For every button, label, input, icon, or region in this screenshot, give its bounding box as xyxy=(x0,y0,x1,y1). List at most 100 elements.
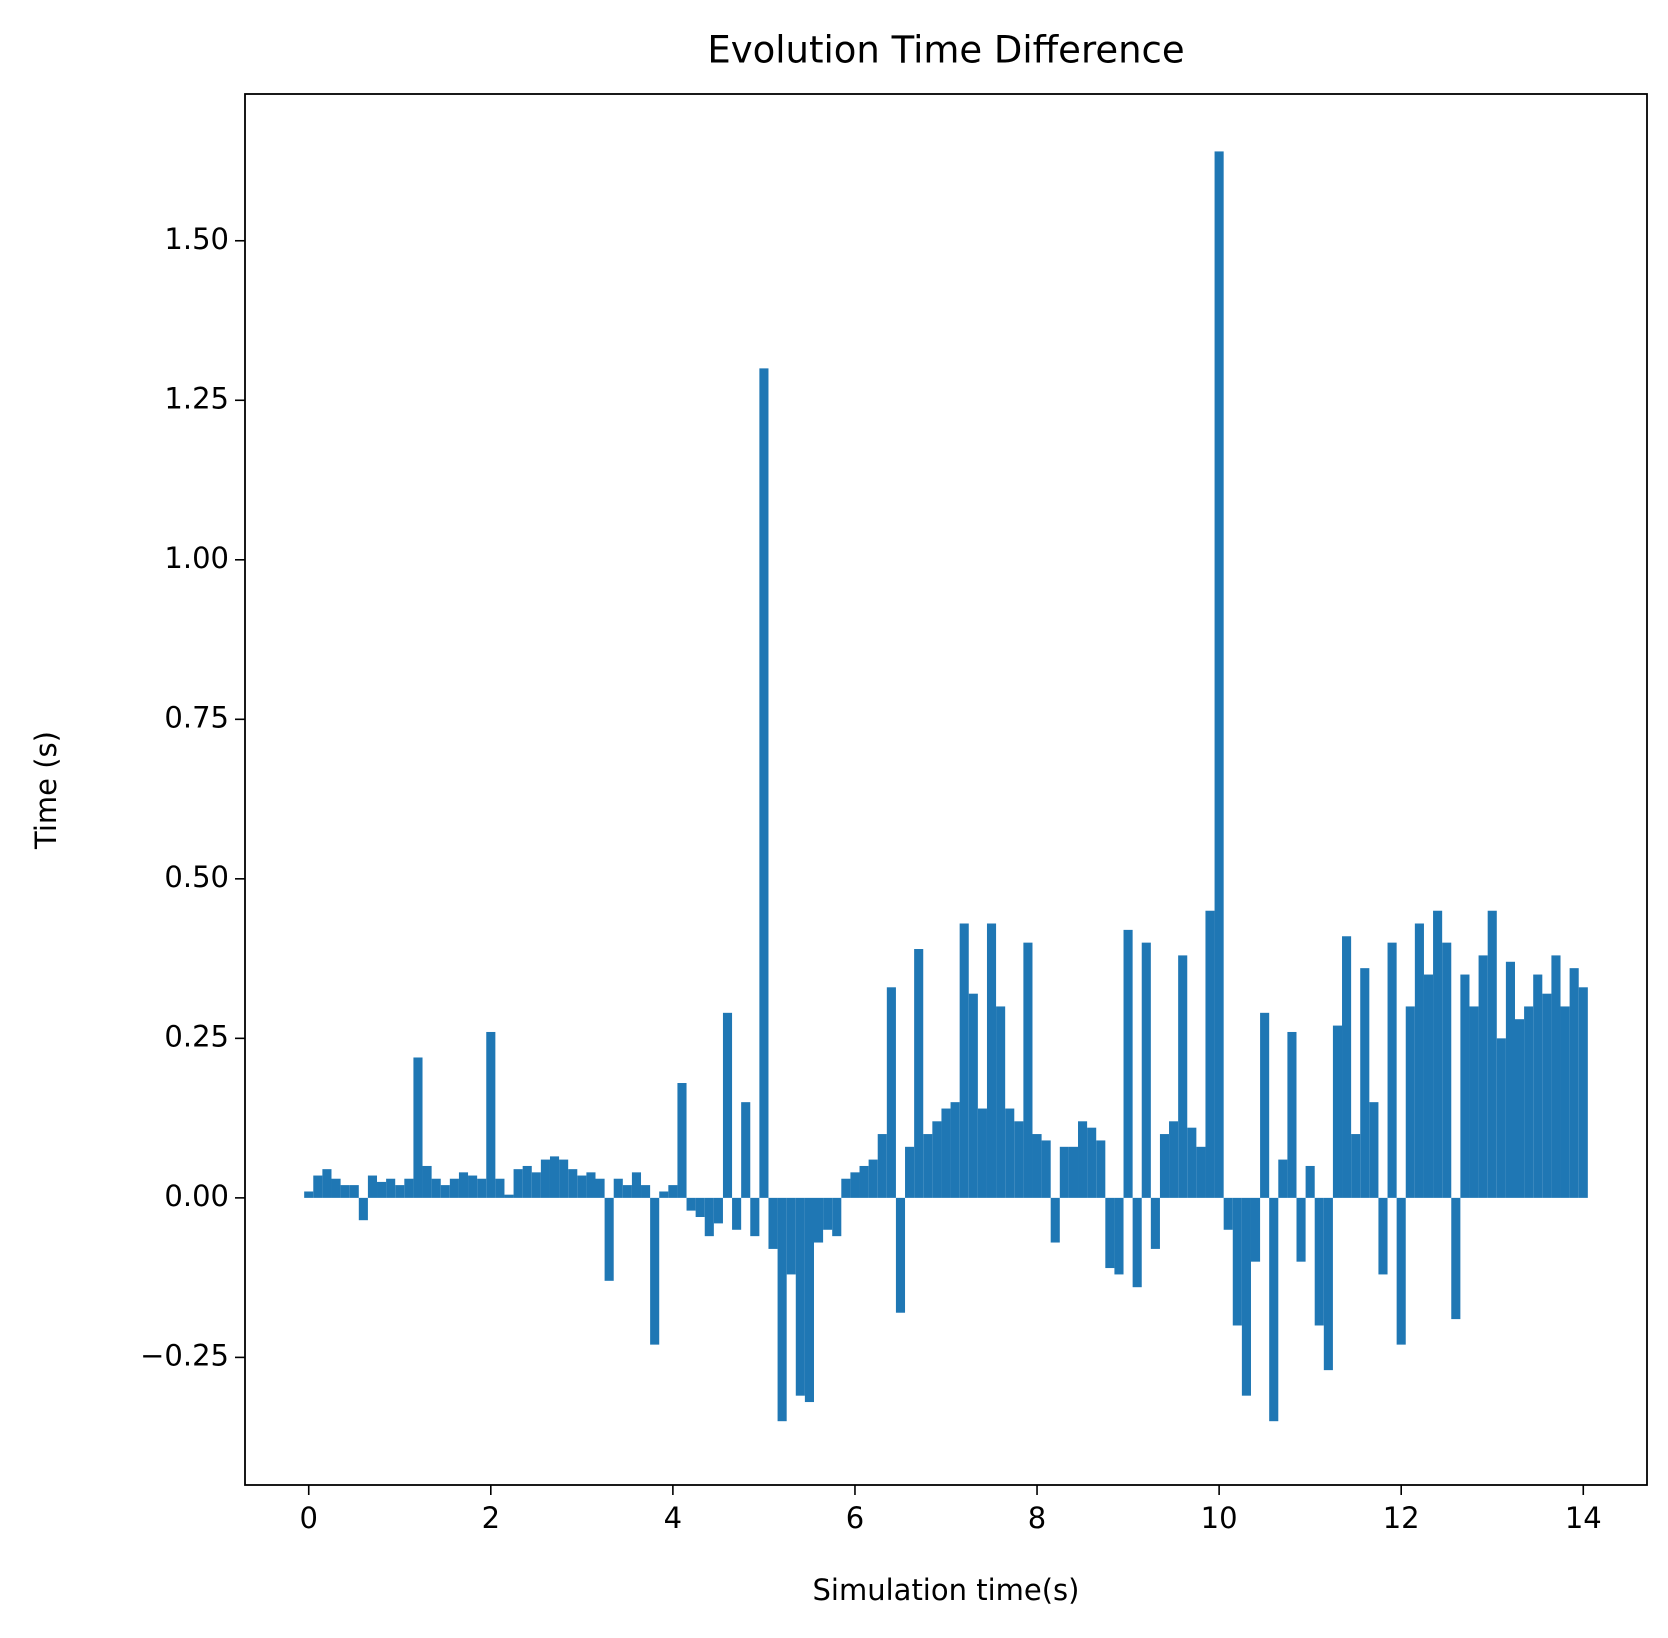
bar xyxy=(850,1172,860,1198)
bar xyxy=(1551,955,1561,1198)
chart-title: Evolution Time Difference xyxy=(707,29,1184,72)
bar xyxy=(777,1197,787,1422)
bar xyxy=(340,1185,350,1198)
bar xyxy=(959,923,969,1198)
bar xyxy=(1396,1197,1406,1345)
bar xyxy=(431,1178,441,1198)
bar xyxy=(668,1185,678,1198)
bar xyxy=(1560,1006,1570,1198)
y-axis-label: Time (s) xyxy=(29,731,63,850)
bar xyxy=(914,949,924,1198)
bar xyxy=(996,1006,1006,1198)
bar xyxy=(1442,942,1452,1198)
bar xyxy=(549,1156,560,1198)
plot-frame xyxy=(244,93,1648,1486)
bar xyxy=(750,1197,760,1237)
bar xyxy=(1232,1197,1242,1326)
bar xyxy=(1178,955,1188,1198)
bar xyxy=(1023,942,1033,1198)
bar xyxy=(704,1197,714,1237)
bar xyxy=(1578,987,1588,1198)
bar xyxy=(868,1159,878,1198)
y-tick-label: 1.25 xyxy=(164,381,229,415)
x-tick-label: 0 xyxy=(300,1501,318,1535)
bar xyxy=(531,1172,541,1198)
bar xyxy=(367,1175,378,1198)
bar xyxy=(1187,1127,1197,1198)
bar xyxy=(1014,1121,1024,1198)
bar xyxy=(377,1181,387,1198)
bar xyxy=(1569,968,1579,1198)
bar xyxy=(1514,1019,1525,1198)
bar xyxy=(304,1191,314,1198)
bar xyxy=(941,1108,951,1198)
bar xyxy=(1405,1006,1415,1198)
bar xyxy=(513,1169,523,1198)
bar xyxy=(604,1197,614,1281)
bar xyxy=(522,1165,532,1198)
bar xyxy=(1096,1140,1106,1198)
bar xyxy=(968,993,978,1198)
bar xyxy=(804,1197,814,1403)
bar xyxy=(1505,961,1515,1198)
bar xyxy=(1342,936,1352,1198)
bar xyxy=(322,1169,332,1198)
bar xyxy=(1460,974,1470,1198)
bar xyxy=(1296,1197,1306,1262)
x-tick-label: 14 xyxy=(1565,1501,1602,1535)
x-axis-label: Simulation time(s) xyxy=(813,1573,1080,1607)
bar xyxy=(1005,1108,1015,1198)
bar xyxy=(386,1178,396,1198)
bar xyxy=(1223,1197,1233,1230)
bar xyxy=(1278,1159,1288,1198)
bar xyxy=(331,1178,341,1198)
bar xyxy=(1524,1006,1534,1198)
bar xyxy=(1250,1197,1261,1262)
x-tick-label: 6 xyxy=(846,1501,864,1535)
x-tick-label: 2 xyxy=(482,1501,500,1535)
bar xyxy=(1496,1038,1506,1198)
bar xyxy=(1305,1165,1315,1198)
bar xyxy=(568,1169,578,1198)
bar xyxy=(395,1185,405,1198)
bar xyxy=(1196,1146,1206,1198)
bar xyxy=(1269,1197,1279,1422)
y-tick-label: 1.50 xyxy=(164,222,229,256)
bar xyxy=(923,1134,933,1198)
bar xyxy=(1323,1197,1333,1371)
bar xyxy=(1059,1146,1069,1198)
bar xyxy=(313,1175,323,1198)
bar xyxy=(504,1194,514,1198)
bar xyxy=(686,1197,696,1211)
bar xyxy=(886,987,896,1198)
bar xyxy=(677,1083,687,1198)
bar xyxy=(349,1185,359,1198)
bar xyxy=(841,1178,851,1198)
bar xyxy=(413,1057,423,1198)
y-tick-label: 0.50 xyxy=(164,860,229,894)
bar xyxy=(977,1108,987,1198)
y-tick-label: 0.75 xyxy=(164,700,229,734)
bar xyxy=(1132,1197,1142,1288)
bar xyxy=(1369,1102,1379,1198)
bar xyxy=(1332,1025,1343,1198)
bar xyxy=(650,1197,660,1345)
bar xyxy=(859,1165,869,1198)
bar xyxy=(458,1172,469,1198)
bar xyxy=(1433,910,1443,1198)
bar xyxy=(440,1185,450,1198)
bar xyxy=(622,1185,632,1198)
bar xyxy=(1050,1197,1060,1243)
bar xyxy=(659,1191,669,1198)
bar xyxy=(732,1197,742,1230)
bar xyxy=(477,1178,487,1198)
bar xyxy=(932,1121,942,1198)
bar xyxy=(577,1175,587,1198)
bar xyxy=(1469,1006,1479,1198)
bar xyxy=(1123,929,1133,1198)
bar xyxy=(559,1159,569,1198)
y-tick-label: 0.25 xyxy=(164,1019,229,1053)
bar xyxy=(1260,1012,1270,1198)
bar xyxy=(986,923,997,1198)
bar xyxy=(950,1102,960,1198)
